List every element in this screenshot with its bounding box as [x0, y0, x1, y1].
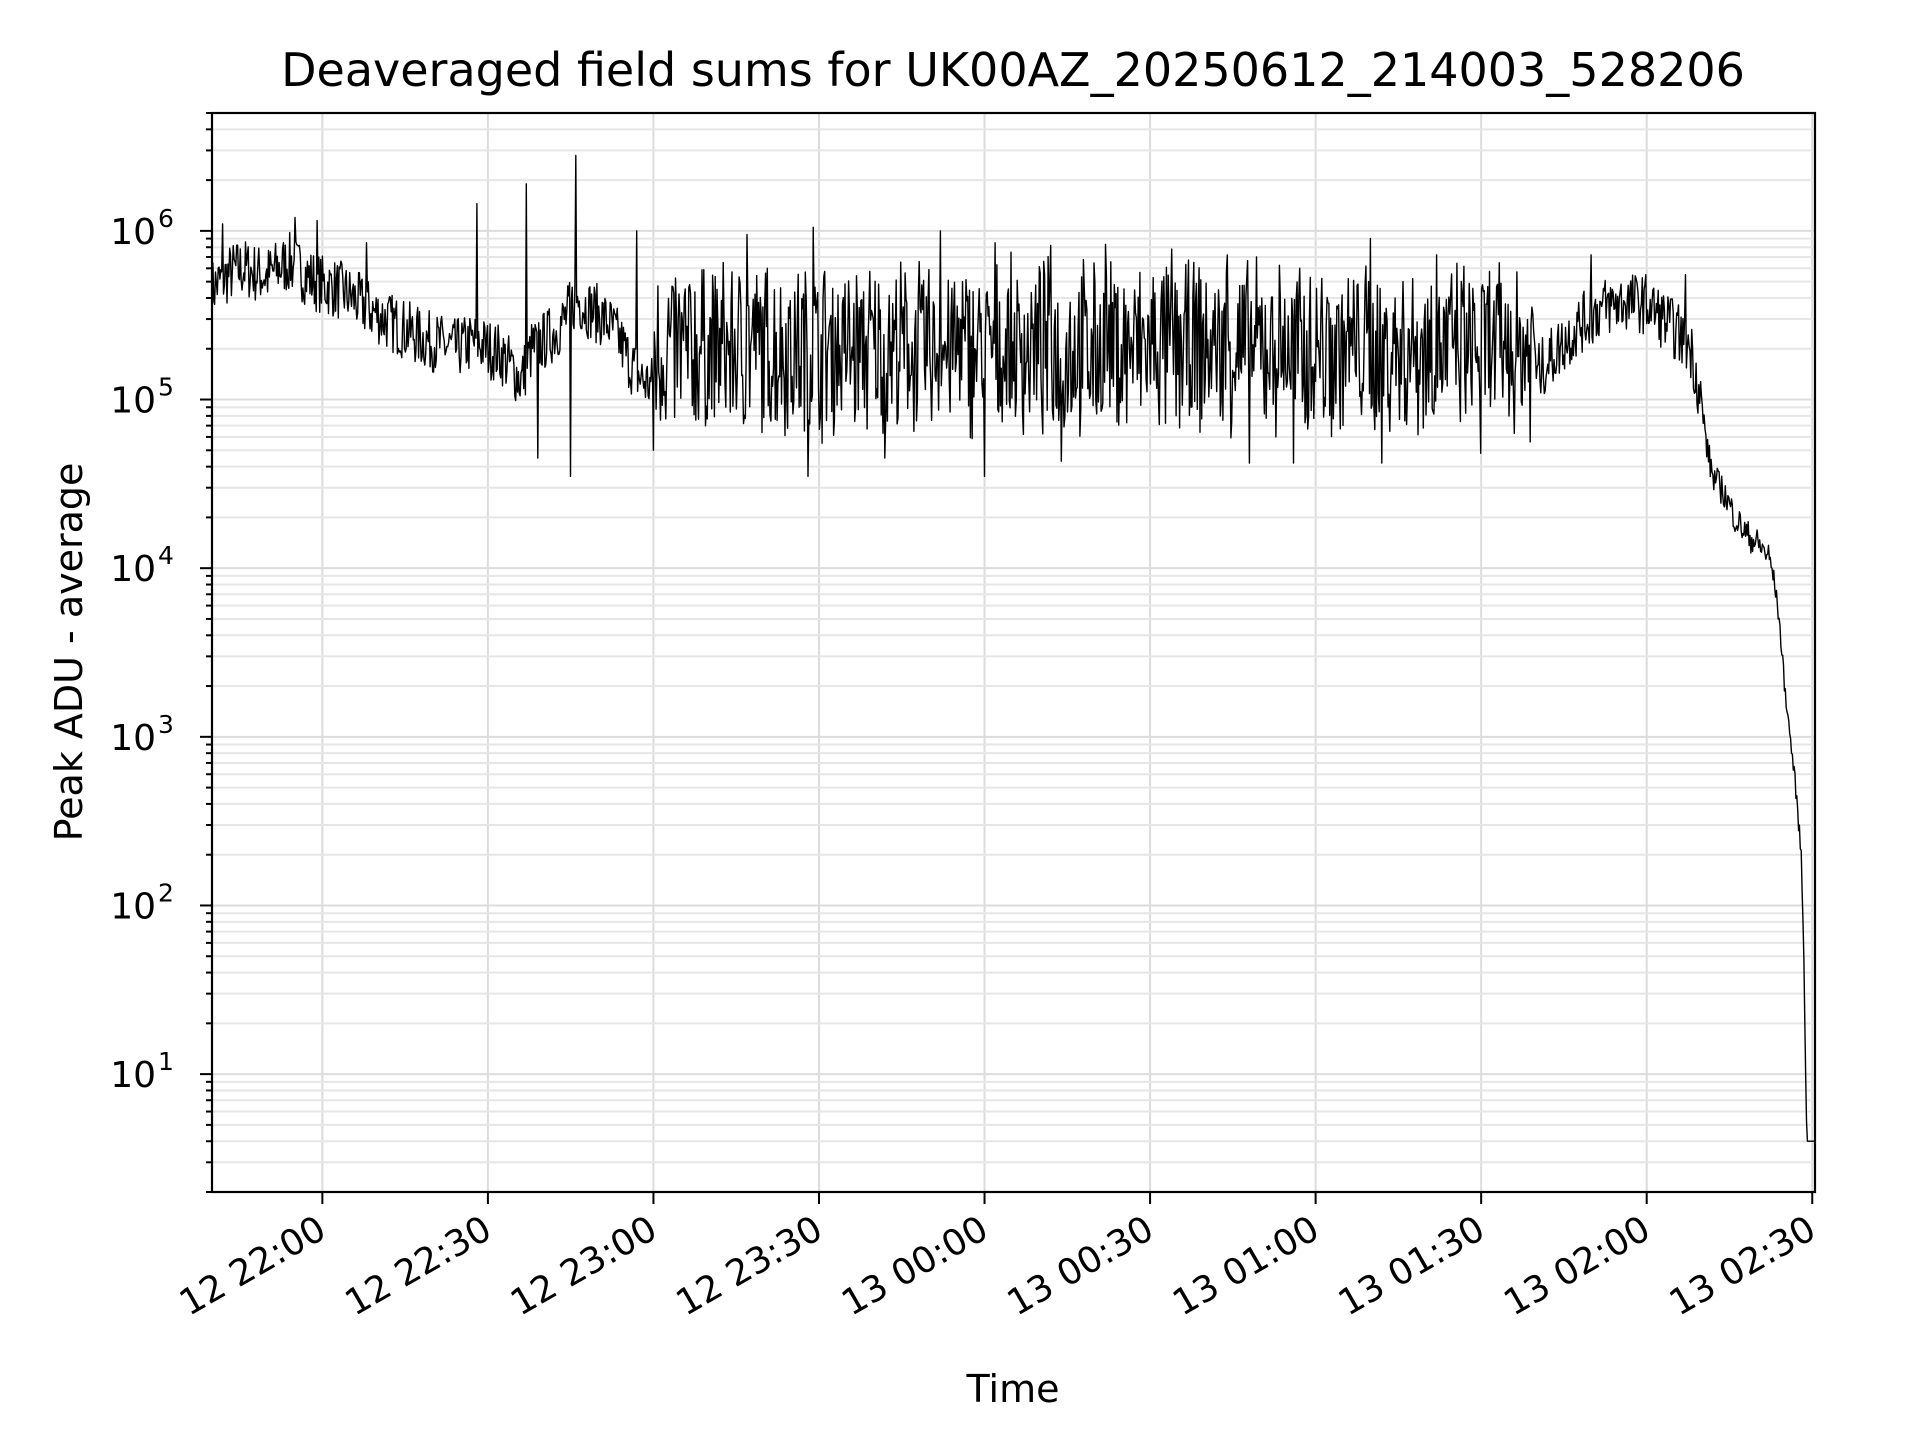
y-tick-label-exponent: 6	[158, 204, 174, 233]
y-tick-label-exponent: 1	[158, 1047, 174, 1076]
chart-title: Deaveraged field sums for UK00AZ_2025061…	[281, 43, 1745, 97]
y-tick-label-exponent: 5	[158, 373, 174, 402]
y-tick-label: 10	[110, 886, 156, 927]
y-tick-label: 10	[110, 1055, 156, 1096]
y-tick-label-exponent: 2	[158, 878, 174, 907]
y-tick-label: 10	[110, 212, 156, 253]
plot-frame	[210, 111, 1817, 1194]
y-tick-label: 10	[110, 549, 156, 590]
series-line	[211, 154, 1815, 1142]
y-tick-label-exponent: 4	[158, 541, 174, 570]
y-tick-label-exponent: 3	[158, 710, 174, 739]
x-axis-label: Time	[966, 1367, 1060, 1411]
y-tick-label: 10	[110, 381, 156, 422]
y-axis-label: Peak ADU - average	[47, 463, 91, 842]
y-tick-label: 10	[110, 718, 156, 759]
data-series	[211, 154, 1815, 1142]
